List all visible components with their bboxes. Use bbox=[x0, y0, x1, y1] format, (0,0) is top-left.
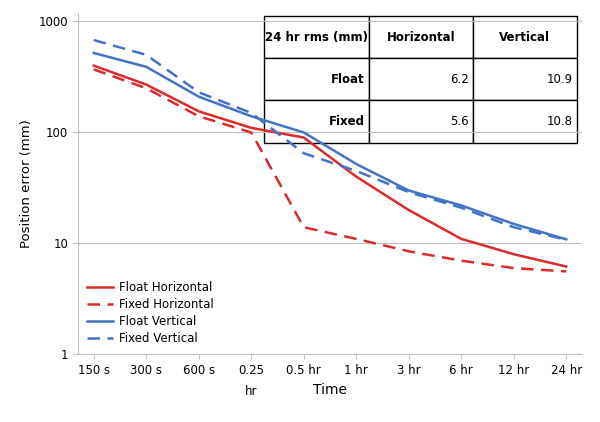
Line: Float Vertical: Float Vertical bbox=[94, 53, 566, 239]
Fixed Vertical bbox=[510, 225, 517, 230]
Fixed Vertical bbox=[143, 52, 150, 57]
Float Horizontal bbox=[405, 208, 412, 213]
Float Vertical bbox=[90, 51, 97, 56]
Float Vertical bbox=[143, 64, 150, 69]
Fixed Horizontal bbox=[195, 114, 202, 119]
Fixed Vertical bbox=[353, 168, 360, 173]
Fixed Vertical bbox=[248, 111, 255, 116]
Fixed Horizontal bbox=[353, 236, 360, 241]
Fixed Vertical bbox=[195, 90, 202, 95]
Fixed Horizontal bbox=[248, 130, 255, 135]
Line: Float Horizontal: Float Horizontal bbox=[94, 66, 566, 267]
Float Horizontal bbox=[143, 82, 150, 87]
Float Horizontal bbox=[195, 109, 202, 114]
Fixed Vertical bbox=[563, 237, 570, 242]
Float Vertical bbox=[510, 222, 517, 227]
Fixed Vertical bbox=[458, 205, 465, 210]
Fixed Horizontal bbox=[510, 265, 517, 271]
Fixed Horizontal bbox=[90, 67, 97, 72]
Fixed Vertical bbox=[90, 38, 97, 43]
Float Horizontal bbox=[90, 63, 97, 68]
Float Horizontal bbox=[563, 264, 570, 269]
Y-axis label: Position error (mm): Position error (mm) bbox=[20, 119, 33, 248]
Float Vertical bbox=[353, 162, 360, 167]
Float Horizontal bbox=[510, 252, 517, 257]
Float Horizontal bbox=[353, 174, 360, 179]
Float Vertical bbox=[458, 203, 465, 208]
Fixed Vertical bbox=[405, 189, 412, 195]
Float Horizontal bbox=[458, 236, 465, 241]
Float Vertical bbox=[248, 114, 255, 119]
X-axis label: Time: Time bbox=[313, 383, 347, 397]
Fixed Horizontal bbox=[458, 258, 465, 263]
Float Horizontal bbox=[248, 125, 255, 130]
Fixed Vertical bbox=[300, 151, 307, 156]
Float Vertical bbox=[563, 237, 570, 242]
Fixed Horizontal bbox=[300, 225, 307, 230]
Fixed Horizontal bbox=[405, 249, 412, 254]
Text: hr: hr bbox=[245, 385, 257, 398]
Float Vertical bbox=[300, 130, 307, 135]
Fixed Horizontal bbox=[143, 86, 150, 91]
Fixed Horizontal bbox=[563, 269, 570, 274]
Line: Fixed Vertical: Fixed Vertical bbox=[94, 40, 566, 240]
Float Vertical bbox=[195, 94, 202, 99]
Line: Fixed Horizontal: Fixed Horizontal bbox=[94, 69, 566, 271]
Float Horizontal bbox=[300, 135, 307, 140]
Legend: Float Horizontal, Fixed Horizontal, Float Vertical, Fixed Vertical: Float Horizontal, Fixed Horizontal, Floa… bbox=[84, 277, 218, 349]
Float Vertical bbox=[405, 188, 412, 193]
